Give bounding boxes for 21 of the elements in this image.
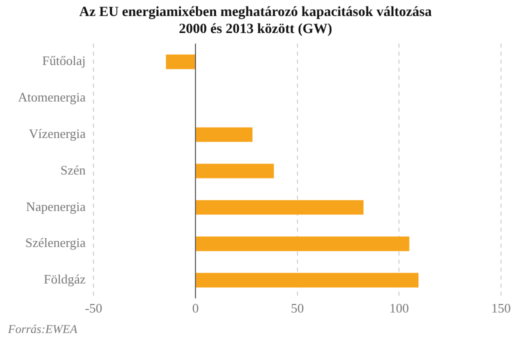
y-tick-label: Napenergia	[26, 198, 86, 214]
bar	[196, 164, 274, 178]
y-tick-label: Szén	[60, 162, 86, 178]
x-tick-label: 50	[290, 300, 304, 316]
bar	[196, 236, 410, 252]
bar	[196, 272, 419, 288]
y-tick-label: Szélenergia	[25, 235, 86, 250]
x-tick-label: -50	[84, 300, 102, 316]
y-tick-label: Atomenergia	[18, 90, 86, 105]
bar	[166, 54, 195, 70]
y-tick-label: Földgáz	[44, 272, 86, 287]
bar	[196, 127, 253, 142]
x-tick-label: 150	[491, 300, 511, 316]
x-tick-label: 100	[389, 300, 409, 316]
y-tick-label: Fűtőolaj	[42, 53, 86, 68]
text: Forrás:EWEA	[8, 322, 78, 337]
bar	[196, 200, 364, 215]
y-tick-label: Vízenergia	[28, 126, 86, 142]
text: 2000 és 2013 között (GW)	[178, 22, 332, 37]
x-tick-label: 0	[192, 300, 199, 316]
text: Az EU energiamixében meghatározó kapacitások változása	[79, 5, 432, 20]
